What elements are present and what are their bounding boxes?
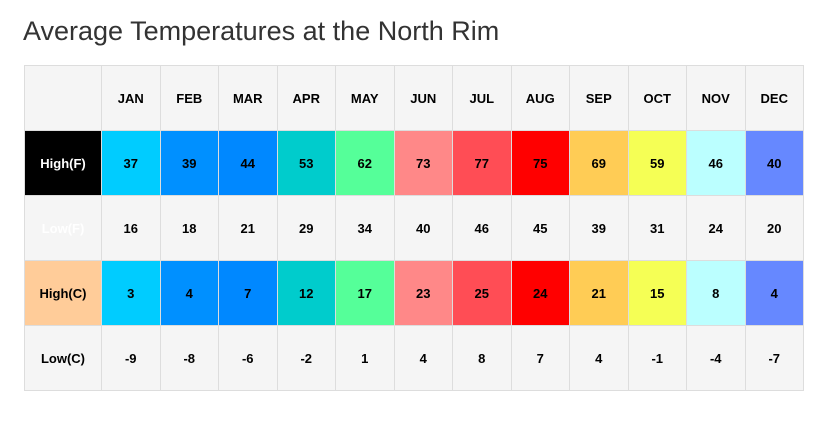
temperature-cell: 46 [686, 130, 746, 196]
temperature-cell: 4 [393, 325, 453, 391]
month-header: MAR [218, 65, 278, 131]
temperature-cell: 24 [510, 260, 570, 326]
data-row: High(C) 3 4 7 12 17 23 25 24 21 15 8 4 [24, 260, 804, 326]
temperature-cell: 44 [218, 130, 278, 196]
temperature-cell: 75 [510, 130, 570, 196]
temperature-cell: 46 [452, 195, 512, 261]
temperature-cell: 29 [276, 195, 336, 261]
temperature-cell: 16 [101, 195, 161, 261]
temperature-cell: 62 [335, 130, 395, 196]
temperature-cell: 15 [627, 260, 687, 326]
month-header: JUL [452, 65, 512, 131]
data-row: High(F) 37 39 44 53 62 73 77 75 69 59 46 40 [24, 130, 804, 196]
temperature-cell: -6 [218, 325, 278, 391]
row-label: Low(C) [24, 325, 102, 391]
data-row: Low(F) 16 18 21 29 34 40 46 45 39 31 24 20 [24, 195, 804, 261]
temperature-cell: 39 [569, 195, 629, 261]
temperature-cell: -9 [101, 325, 161, 391]
temperature-cell: 3 [101, 260, 161, 326]
temperature-cell: 8 [452, 325, 512, 391]
temperature-cell: 12 [276, 260, 336, 326]
temperature-cell: 69 [569, 130, 629, 196]
temperature-cell: 7 [510, 325, 570, 391]
temperature-cell: 4 [744, 260, 804, 326]
temperature-cell: 7 [218, 260, 278, 326]
row-label: High(C) [24, 260, 102, 326]
temperature-cell: 25 [452, 260, 512, 326]
temperature-cell: 17 [335, 260, 395, 326]
temperature-cell: 53 [276, 130, 336, 196]
header-row: JAN FEB MAR APR MAY JUN JUL AUG SEP OCT NOV DEC [24, 65, 804, 131]
temperature-cell: 40 [744, 130, 804, 196]
temperature-cell: 21 [218, 195, 278, 261]
temperature-cell: 39 [159, 130, 219, 196]
temperature-cell: -8 [159, 325, 219, 391]
temperature-cell: 34 [335, 195, 395, 261]
temperature-cell: -7 [744, 325, 804, 391]
temperature-cell: 24 [686, 195, 746, 261]
data-row: Low(C) -9 -8 -6 -2 1 4 8 7 4 -1 -4 -7 [24, 325, 804, 391]
row-label: Low(F) [24, 195, 102, 261]
month-header: NOV [686, 65, 746, 131]
temperature-cell: 73 [393, 130, 453, 196]
temperature-cell: 45 [510, 195, 570, 261]
month-header: OCT [627, 65, 687, 131]
temperature-table: JAN FEB MAR APR MAY JUN JUL AUG SEP OCT NOV DEC High… [24, 65, 804, 391]
temperature-cell: 18 [159, 195, 219, 261]
temperature-cell: 31 [627, 195, 687, 261]
temperature-cell: 59 [627, 130, 687, 196]
month-header: FEB [159, 65, 219, 131]
temperature-cell: 8 [686, 260, 746, 326]
row-label: High(F) [24, 130, 102, 196]
month-header: DEC [744, 65, 804, 131]
temperature-cell: 40 [393, 195, 453, 261]
month-header: JUN [393, 65, 453, 131]
temperature-cell: 37 [101, 130, 161, 196]
month-header: AUG [510, 65, 570, 131]
temperature-cell: 4 [159, 260, 219, 326]
temperature-cell: 4 [569, 325, 629, 391]
month-header: SEP [569, 65, 629, 131]
temperature-cell: -1 [627, 325, 687, 391]
month-header: APR [276, 65, 336, 131]
temperature-cell: 23 [393, 260, 453, 326]
temperature-cell: 77 [452, 130, 512, 196]
temperature-cell: 1 [335, 325, 395, 391]
temperature-cell: 20 [744, 195, 804, 261]
corner-cell [24, 65, 102, 131]
month-header: JAN [101, 65, 161, 131]
temperature-cell: 21 [569, 260, 629, 326]
month-header: MAY [335, 65, 395, 131]
page-title: Average Temperatures at the North Rim [23, 16, 500, 46]
temperature-cell: -2 [276, 325, 336, 391]
temperature-cell: -4 [686, 325, 746, 391]
